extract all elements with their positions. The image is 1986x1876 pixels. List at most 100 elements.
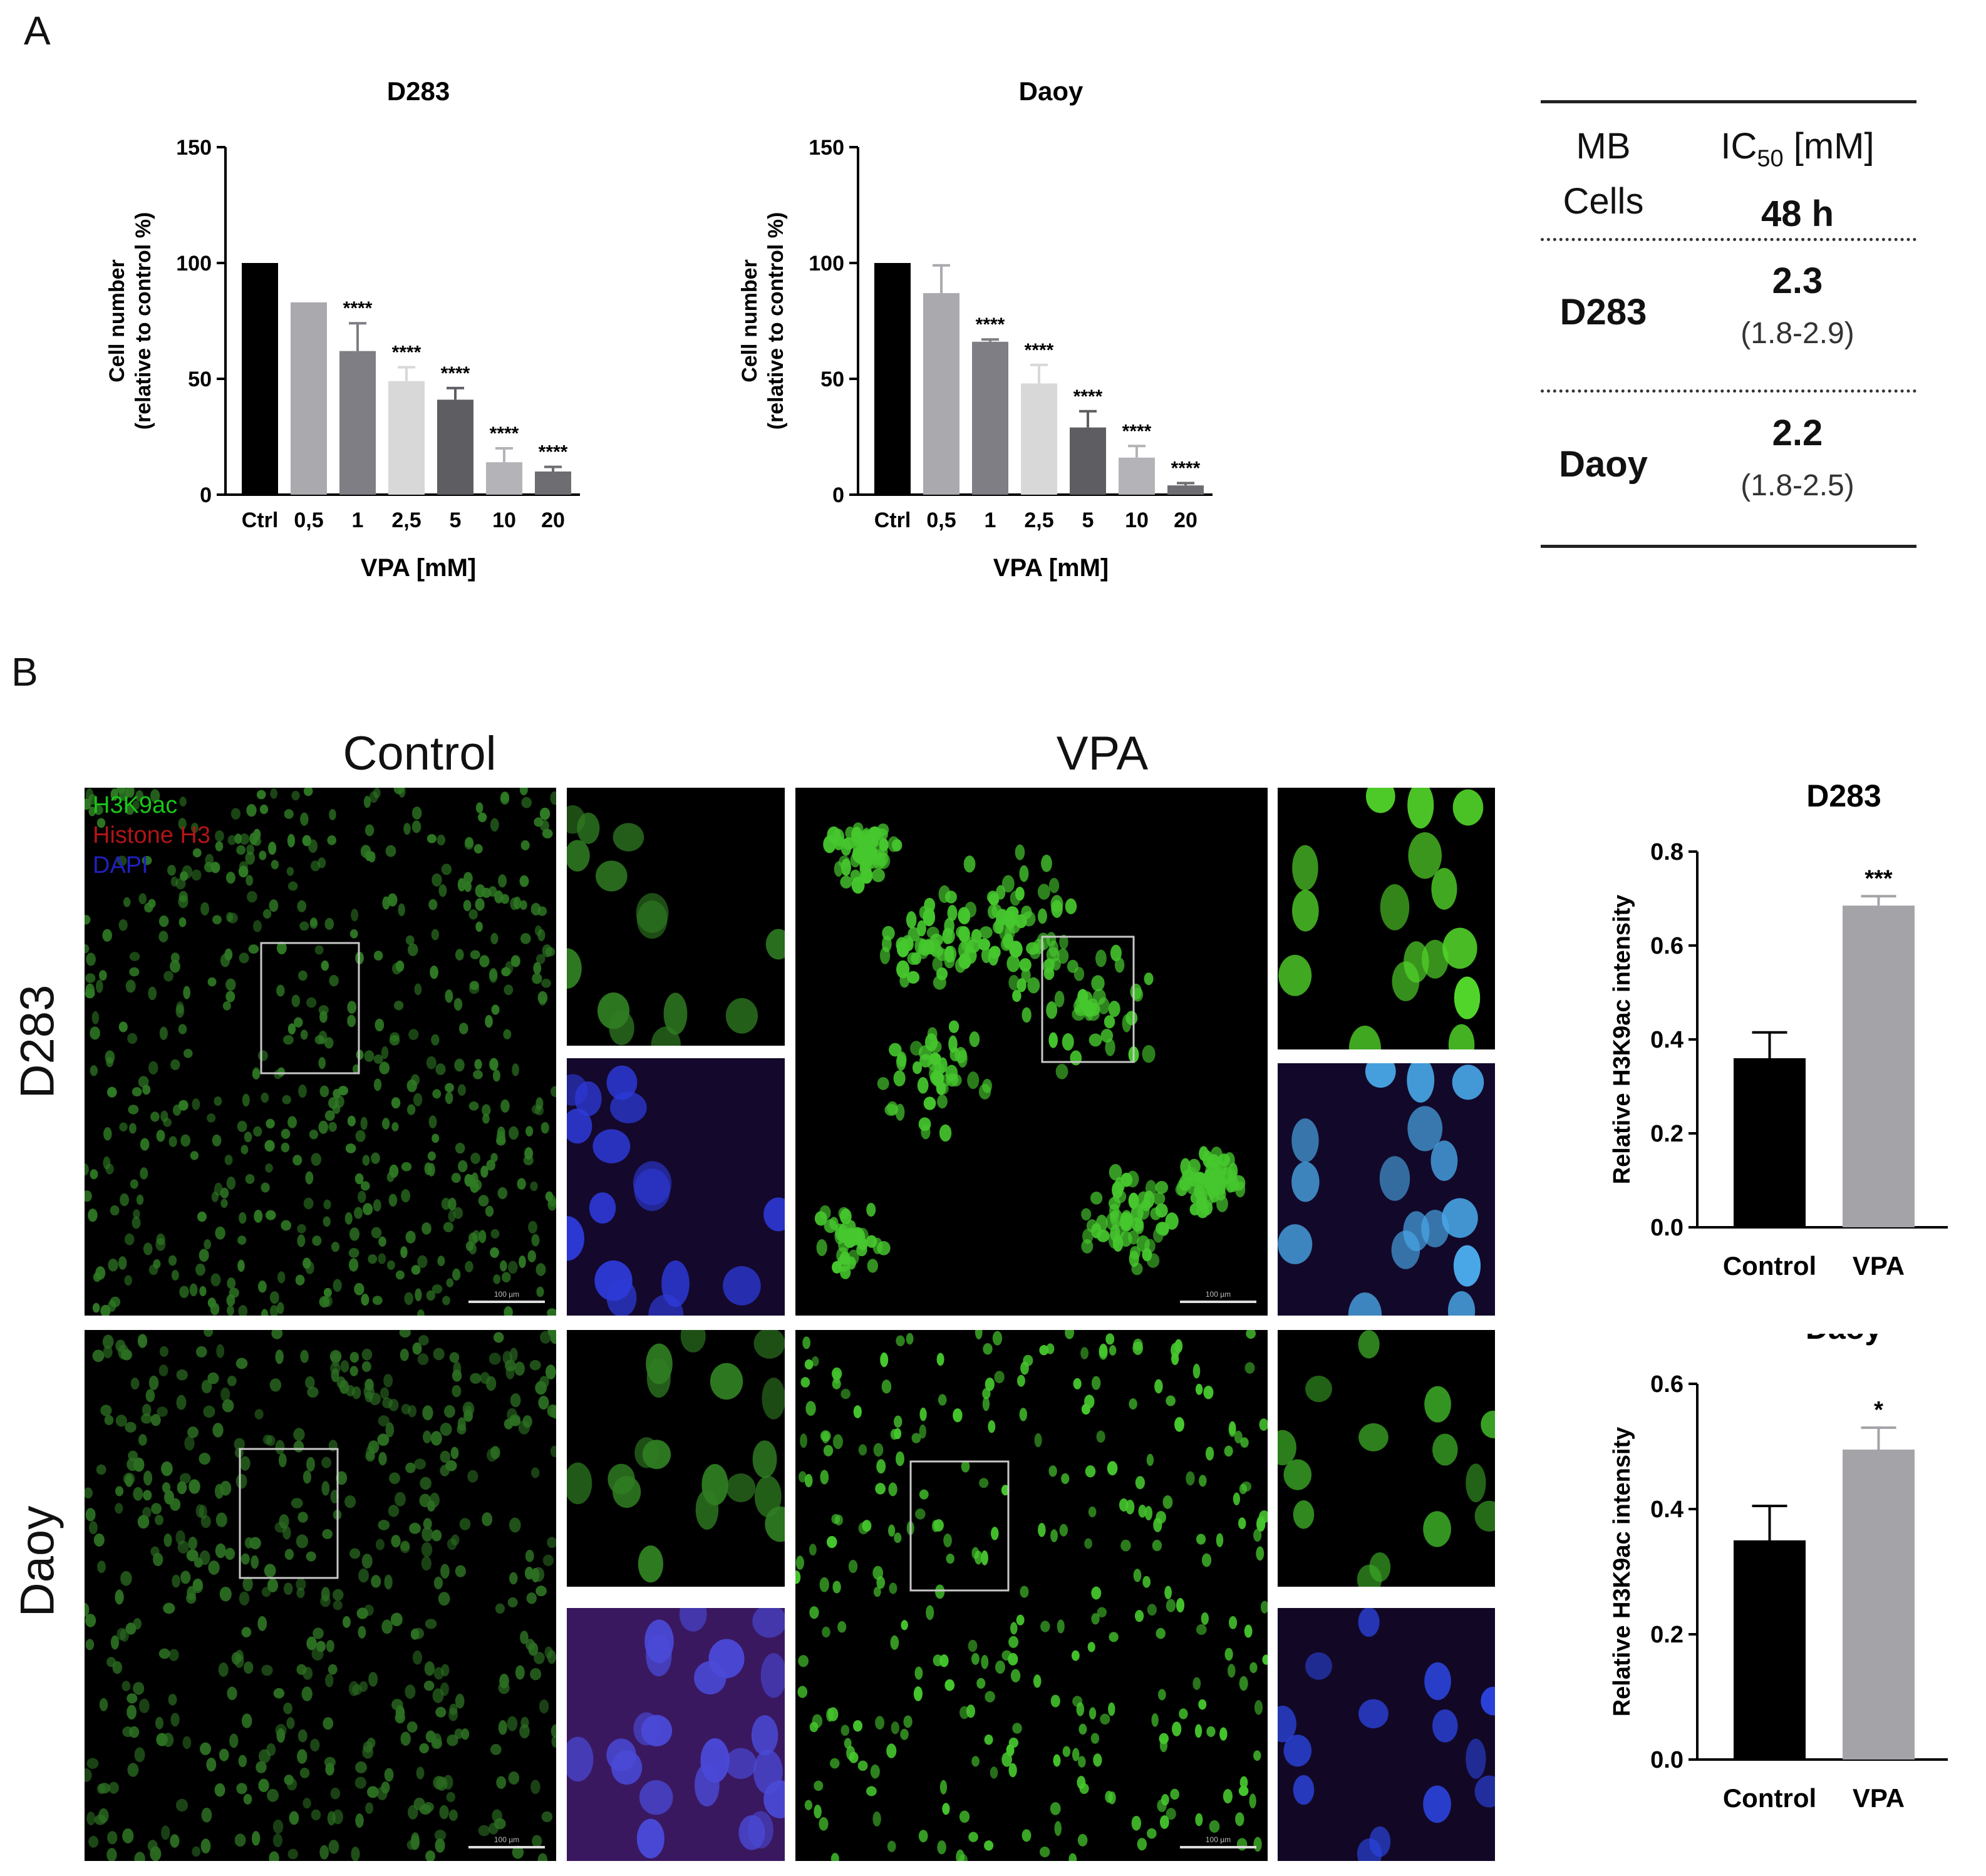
nucleus [1019,958,1032,972]
nucleus [896,1053,906,1071]
nucleus [1157,1689,1166,1701]
nucleus [886,1743,897,1758]
nucleus [489,967,498,981]
nucleus [400,1731,411,1746]
significance-label: **** [490,423,519,444]
nucleus [311,1153,321,1166]
nucleus [373,788,381,798]
nucleus [1021,1007,1032,1023]
nucleus [307,1386,319,1398]
nucleus [373,1054,383,1064]
nucleus [1201,1612,1209,1625]
nucleus [136,1194,144,1205]
nucleus [430,966,438,979]
nucleus [701,1463,728,1506]
nucleus [391,1535,401,1548]
nucleus [274,1522,287,1533]
nucleus [809,1606,819,1619]
nucleus [470,1152,480,1165]
nucleus [203,1405,215,1418]
nucleus [1090,1192,1103,1205]
nucleus [802,1336,811,1349]
nucleus [283,1702,292,1714]
nucleus [298,970,308,981]
nucleus [96,818,106,828]
nucleus [306,1551,316,1562]
nucleus [405,1462,416,1473]
nucleus [300,1029,308,1040]
nucleus [345,1384,355,1396]
bar-1 [339,351,376,495]
nucleus [254,1209,263,1223]
nucleus [343,1616,351,1628]
nucleus [1203,1385,1214,1399]
nucleus [284,1775,294,1785]
nucleus [303,1666,313,1680]
nucleus [170,1713,180,1727]
nucleus [319,1845,329,1860]
nucleus [1291,1118,1319,1163]
nucleus [961,1460,970,1473]
nuclei-layer [567,805,785,1046]
nucleus [1039,1345,1049,1356]
nucleus [363,1741,373,1753]
nucleus [1238,1786,1249,1796]
nucleus [88,1835,99,1848]
nucleus [1239,1776,1248,1789]
nucleus [551,1735,556,1748]
nucleus [840,1265,851,1279]
nucleus [494,890,504,904]
nucleus [1108,1001,1120,1018]
nucleus [303,1197,314,1210]
nucleus [848,1229,860,1242]
nucleus [1008,1652,1018,1666]
nucleus [90,1169,98,1180]
nucleus [1154,1379,1163,1394]
nucleus [163,1533,172,1547]
x-tick-label: Control [1723,1783,1816,1813]
nucleus [98,1783,111,1794]
nucleus [919,1489,929,1500]
nucleus [1059,934,1068,950]
nucleus [421,1542,433,1557]
nucleus [1020,1361,1029,1375]
nucleus [422,1405,433,1421]
nucleus [433,1667,444,1680]
nucleus [180,1134,191,1147]
nucleus [215,841,224,852]
nucleus [830,1853,839,1861]
x-axis-label: VPA [mM] [361,554,476,582]
nucleus [525,1550,534,1562]
nucleus [85,1190,92,1202]
y-tick-label: 100 [809,252,844,276]
nucleus [1305,1652,1332,1680]
nucleus [85,1508,96,1522]
nucleus [305,1376,315,1389]
nucleus [437,834,446,846]
nucleus [753,1330,785,1359]
nucleus [158,930,168,943]
nucleus [512,1845,524,1859]
nucleus [172,1574,180,1588]
nucleus [458,1160,468,1173]
nucleus [137,1334,148,1348]
nucleus [827,1707,839,1721]
nucleus [104,1415,114,1425]
nucleus [115,1415,127,1427]
nucleus [858,1444,867,1456]
nucleus [893,1070,906,1086]
nucleus [225,1547,235,1560]
nucleus [468,1101,479,1111]
nucleus [425,1850,435,1861]
nucleus [1085,1465,1096,1478]
nucleus [981,1654,989,1669]
nucleus [1166,1808,1176,1820]
nucleus [275,1440,285,1455]
nucleus [514,1361,525,1376]
table-header-cells: MB Cells [1541,119,1666,229]
nucleus [1087,1642,1095,1652]
nucleus [535,1263,546,1276]
y-axis-label-line2: (relative to control %) [132,212,155,430]
row-daoy-cell: Daoy [1559,444,1648,485]
nucleus [1010,1622,1018,1635]
